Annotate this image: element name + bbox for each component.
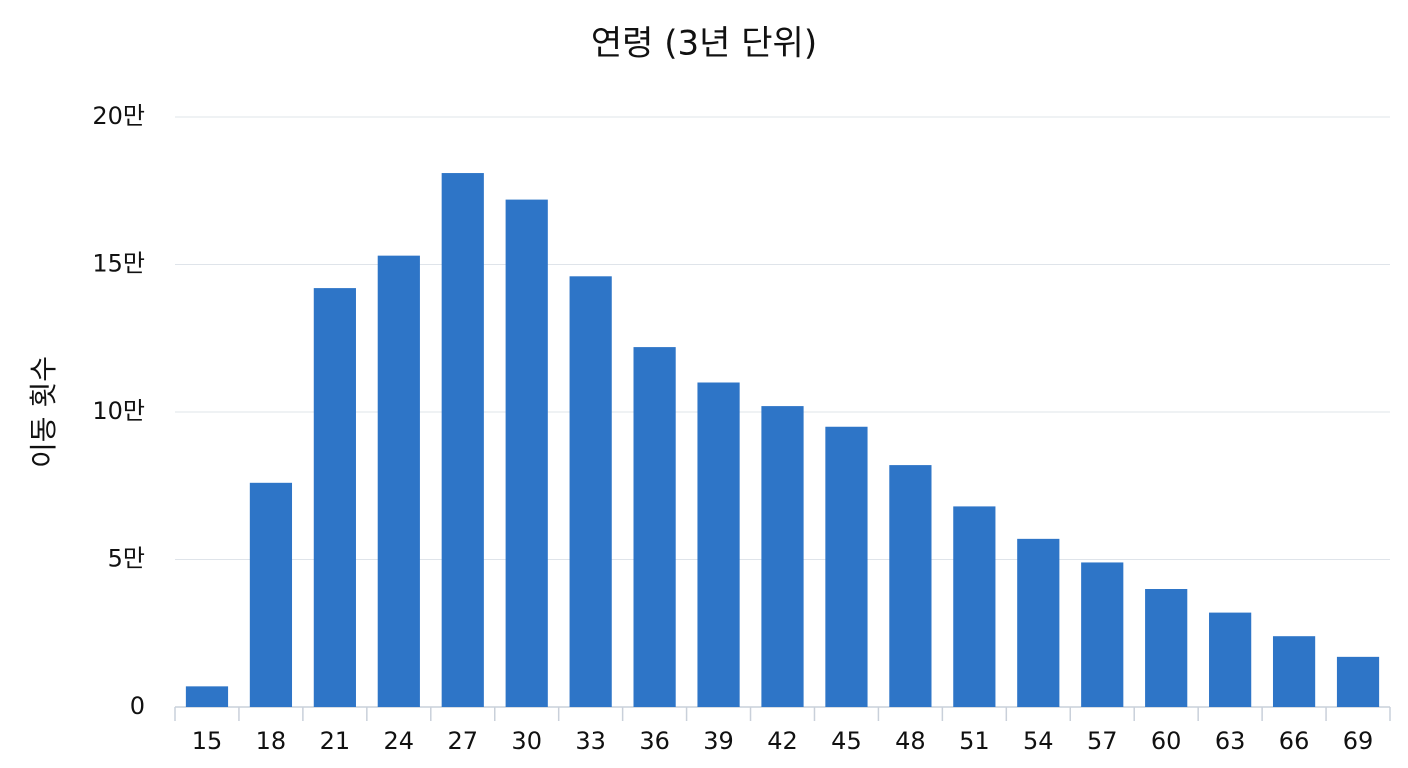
x-tick-label: 18 (256, 727, 287, 755)
y-tick-label: 5만 (108, 545, 145, 573)
x-tick-label: 42 (767, 727, 798, 755)
x-tick-label: 39 (703, 727, 734, 755)
y-tick-label: 20만 (92, 102, 145, 130)
x-tick-label: 63 (1215, 727, 1246, 755)
bar (1145, 589, 1188, 707)
bar (761, 406, 804, 707)
bar (633, 347, 676, 707)
bar (1209, 612, 1252, 707)
bar (1081, 562, 1124, 707)
x-tick-label: 27 (447, 727, 478, 755)
x-tick-label: 15 (192, 727, 223, 755)
bar (249, 482, 293, 707)
bar (441, 173, 484, 708)
x-tick-label: 66 (1279, 727, 1310, 755)
bar (505, 199, 548, 707)
x-tick-label: 21 (320, 727, 351, 755)
bar (1017, 538, 1060, 707)
bar (825, 426, 868, 707)
x-tick-label: 33 (575, 727, 606, 755)
x-tick-label: 48 (895, 727, 926, 755)
y-tick-label: 0 (130, 692, 145, 720)
bar (185, 686, 229, 707)
y-axis-label: 이동 횟수 (27, 356, 60, 468)
x-tick-label: 54 (1023, 727, 1054, 755)
bar (569, 276, 612, 707)
bar (697, 382, 740, 707)
bar (1272, 636, 1316, 707)
bar (313, 288, 356, 707)
x-tick-label: 69 (1343, 727, 1374, 755)
bar (377, 255, 420, 707)
y-tick-label: 10만 (92, 397, 145, 425)
x-tick-label: 36 (639, 727, 670, 755)
x-tick-label: 51 (959, 727, 990, 755)
y-tick-label: 15만 (92, 250, 145, 278)
bar (1336, 656, 1380, 707)
x-tick-label: 60 (1151, 727, 1182, 755)
x-tick-label: 57 (1087, 727, 1118, 755)
x-tick-label: 45 (831, 727, 862, 755)
bar (889, 465, 932, 707)
chart-title: 연령 (3년 단위) (591, 24, 817, 64)
x-tick-label: 30 (511, 727, 542, 755)
bar (953, 506, 996, 707)
x-tick-label: 24 (384, 727, 415, 755)
